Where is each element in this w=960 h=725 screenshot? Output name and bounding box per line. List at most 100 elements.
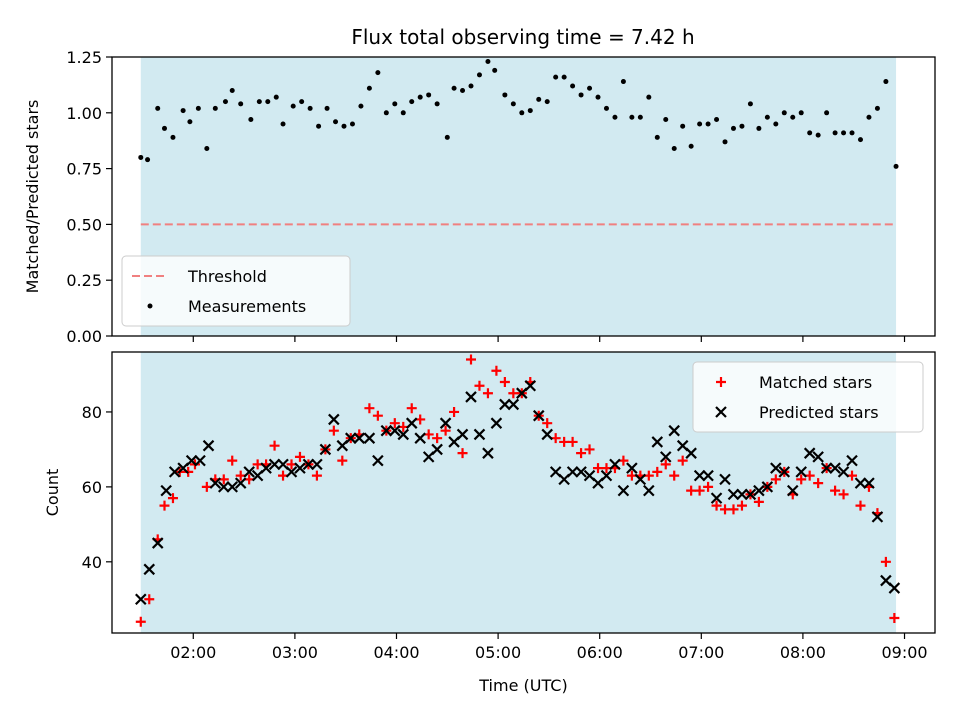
measurement-point	[392, 101, 398, 107]
predicted-star-point	[302, 458, 315, 471]
predicted-star-point	[456, 428, 469, 441]
legend-matched-swatch	[716, 377, 726, 387]
matched-star-point	[167, 493, 178, 504]
predicted-star-point	[659, 451, 672, 463]
predicted-star-point	[135, 593, 147, 606]
predicted-star-point	[786, 484, 799, 497]
matched-star-point	[711, 500, 722, 511]
measurement-point	[349, 121, 355, 127]
measurement-point	[570, 83, 576, 89]
bottom-xtick-label: 05:00	[475, 643, 521, 662]
predicted-star-point	[439, 417, 452, 429]
predicted-star-point	[617, 484, 630, 497]
predicted-star-point	[260, 462, 272, 474]
measurement-point	[646, 94, 652, 100]
measurement-point	[587, 85, 593, 91]
measurement-point	[893, 163, 899, 169]
measurement-point	[222, 99, 228, 105]
predicted-star-point	[268, 458, 281, 471]
measurement-point	[849, 130, 855, 136]
measurement-point	[629, 114, 635, 120]
measurement-point	[739, 123, 745, 129]
predicted-star-point	[609, 458, 621, 471]
matched-star-point	[753, 496, 764, 507]
bottom-ytick-label: 60	[82, 478, 102, 497]
matched-star-point	[770, 474, 781, 485]
top-legend-box	[121, 255, 351, 327]
predicted-star-point	[507, 398, 520, 411]
predicted-star-point	[803, 447, 816, 459]
predicted-star-point	[736, 488, 748, 501]
predicted-star-point	[702, 469, 714, 482]
predicted-star-point	[532, 409, 545, 422]
measurement-point	[544, 99, 550, 105]
measurement-point	[324, 105, 330, 111]
measurement-point	[299, 99, 305, 105]
matched-star-point	[499, 376, 510, 387]
predicted-star-point	[482, 447, 494, 459]
top-ytick-label: 0.75	[66, 160, 102, 179]
matched-star-point	[830, 485, 841, 496]
measurement-point	[815, 132, 821, 138]
matched-star-point	[135, 616, 146, 627]
predicted-star-point	[541, 428, 553, 441]
predicted-star-point	[837, 466, 850, 478]
measurement-point	[155, 105, 161, 111]
measurement-point	[138, 154, 144, 160]
measurement-point	[790, 114, 796, 120]
matched-star-point	[838, 489, 849, 500]
measurement-point	[316, 123, 322, 129]
matched-star-point	[677, 455, 688, 466]
measurement-point	[722, 139, 728, 145]
measurement-point	[536, 96, 542, 102]
matched-star-point	[389, 418, 400, 429]
measurement-point	[680, 123, 686, 129]
predicted-star-point	[626, 462, 638, 474]
measurement-point	[280, 121, 286, 127]
top-legend-label: Measurements	[188, 297, 306, 316]
predicted-star-point	[490, 417, 503, 429]
measurement-point	[161, 125, 167, 131]
measurement-point	[400, 110, 406, 116]
measurement-point	[824, 110, 830, 116]
predicted-star-point	[344, 432, 357, 444]
predicted-star-point	[770, 462, 782, 474]
matched-star-point	[660, 459, 671, 470]
predicted-star-point	[871, 511, 884, 523]
measurement-point	[460, 87, 466, 93]
matched-star-point	[159, 500, 170, 511]
matched-star-point	[686, 485, 697, 496]
measurement-point	[798, 110, 804, 116]
measurement-point	[595, 94, 601, 100]
legend-measurement-swatch	[147, 303, 153, 309]
matched-star-point	[889, 613, 900, 624]
matched-star-point	[474, 380, 485, 391]
predicted-star-point	[353, 432, 366, 444]
matched-star-point	[364, 403, 375, 414]
predicted-star-point	[414, 432, 426, 444]
measurement-point	[212, 105, 218, 111]
matched-star-point	[720, 504, 731, 515]
predicted-star-point	[566, 466, 579, 478]
predicted-star-point	[846, 454, 858, 467]
measurement-point	[620, 79, 626, 85]
measurement-point	[451, 85, 457, 91]
predicted-star-point	[710, 492, 723, 504]
measurement-point	[781, 110, 787, 116]
predicted-star-point	[651, 436, 664, 448]
matched-star-point	[542, 418, 553, 429]
measurement-point	[866, 114, 872, 120]
predicted-star-point	[778, 466, 791, 478]
measurement-point	[170, 134, 176, 140]
measurement-point	[476, 72, 482, 78]
predicted-star-point	[389, 424, 401, 437]
predicted-star-point	[600, 469, 613, 482]
predicted-star-point	[668, 424, 680, 437]
predicted-star-point	[285, 466, 298, 478]
measurement-point	[714, 116, 720, 122]
measurement-point	[688, 143, 694, 149]
matched-star-point	[466, 354, 477, 365]
measurement-point	[697, 121, 703, 127]
bottom-axes-frame	[111, 351, 936, 634]
measurement-point	[187, 119, 193, 125]
